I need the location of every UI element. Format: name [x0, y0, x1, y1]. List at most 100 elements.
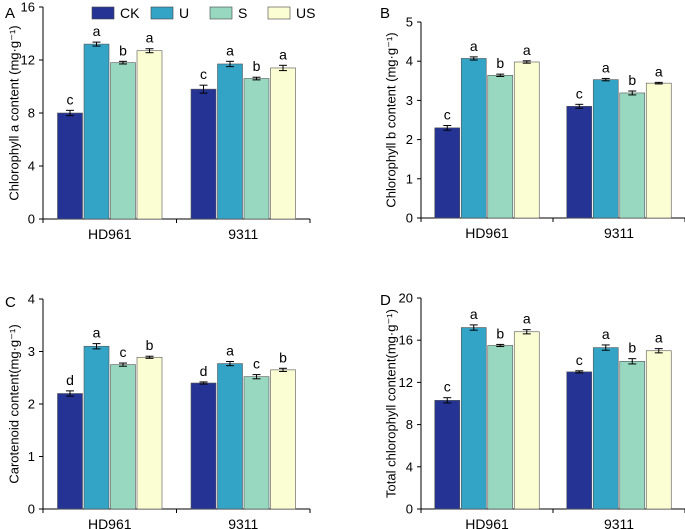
bar-ck-hd961 [434, 127, 461, 219]
bar-ck-9311 [566, 105, 593, 219]
bar-us-hd961 [136, 50, 163, 220]
legend-swatch-s [209, 6, 233, 20]
y-tick-label: 0 [406, 211, 413, 226]
y-tick-label: 16 [399, 333, 413, 348]
y-tick-label: 3 [406, 93, 413, 108]
panel-letter-c: C [5, 294, 16, 311]
bar-ck-hd961 [57, 112, 83, 220]
bar-u-9311 [217, 363, 243, 510]
legend-label-us: US [296, 5, 315, 21]
x-category-label: HD961 [465, 516, 509, 529]
chart-panel-a: A Chlorophyll a content (mg·g⁻¹) 0 4 8 12 16 HD… [5, 0, 311, 242]
significance-letter: a [93, 23, 101, 39]
bar-s-9311 [243, 376, 270, 510]
x-category-label: HD961 [465, 225, 509, 241]
significance-letter: c [444, 106, 451, 122]
significance-letter: a [470, 306, 478, 322]
significance-letter: b [496, 55, 504, 71]
significance-letter: a [655, 330, 663, 346]
significance-letter: b [146, 337, 154, 353]
significance-letter: c [120, 344, 127, 360]
bar-u-9311 [217, 63, 243, 220]
significance-letter: b [628, 340, 636, 356]
bar-s-hd961 [487, 345, 514, 510]
bar-us-9311 [270, 369, 296, 510]
bar-s-hd961 [487, 75, 514, 219]
y-tick-label: 0 [28, 502, 35, 517]
y-tick-label: 12 [21, 53, 35, 68]
y-tick-label: 4 [28, 292, 35, 307]
significance-letter: c [444, 379, 451, 395]
significance-letter: c [253, 356, 260, 372]
bar-s-9311 [619, 360, 646, 510]
bar-u-hd961 [460, 58, 487, 219]
significance-letter: b [253, 58, 261, 74]
y-axis-title: Chlorophyll a content (mg·g⁻¹) [6, 25, 21, 200]
y-tick-label: 0 [406, 502, 413, 517]
significance-letter: c [576, 352, 583, 368]
significance-letter: a [226, 342, 234, 358]
panel-letter-d: D [380, 292, 391, 309]
legend-swatch-us [267, 6, 291, 20]
y-axis-title: Total chlorophyll content(mg·g⁻¹) [383, 309, 398, 498]
y-tick-label: 8 [406, 417, 413, 432]
significance-letter: a [470, 38, 478, 54]
bar-ck-hd961 [57, 393, 83, 510]
bar-us-9311 [645, 82, 672, 219]
legend: CK U S US [91, 5, 315, 21]
significance-letter: a [523, 311, 531, 327]
significance-letter: a [602, 326, 610, 342]
significance-letter: a [93, 325, 101, 341]
y-axis-title: Chlorophyll b content (mg·g⁻¹) [383, 32, 398, 207]
legend-swatch-u [150, 6, 174, 20]
significance-letter: c [200, 66, 207, 82]
significance-letter: a [523, 42, 531, 58]
bar-ck-9311 [566, 371, 593, 510]
bar-u-9311 [592, 79, 619, 219]
bar-ck-9311 [190, 382, 217, 510]
significance-letter: b [628, 72, 636, 88]
y-tick-label: 20 [399, 291, 413, 306]
x-category-label: 9311 [228, 226, 258, 242]
bar-us-hd961 [136, 356, 163, 510]
significance-letter: a [279, 46, 287, 62]
y-tick-label: 1 [406, 171, 413, 186]
y-tick-label: 0 [28, 212, 35, 227]
bar-us-9311 [270, 67, 296, 220]
panel-letter-a: A [5, 5, 15, 22]
y-tick-label: 1 [28, 449, 35, 464]
bar-s-9311 [619, 92, 646, 219]
x-category-label: 9311 [604, 516, 634, 529]
y-tick-label: 2 [406, 132, 413, 147]
significance-letter: d [66, 372, 74, 388]
y-tick-label: 4 [28, 159, 35, 174]
legend-swatch-ck [91, 6, 115, 20]
y-tick-label: 4 [406, 459, 413, 474]
chart-panel-b: B Chlorophyll b content (mg·g⁻¹) 0 1 2 3 4 5 HD9… [380, 5, 685, 241]
bar-u-hd961 [83, 345, 110, 510]
significance-letter: a [146, 30, 154, 46]
significance-letter: b [279, 349, 287, 365]
y-tick-label: 2 [28, 397, 35, 412]
significance-letter: b [496, 325, 504, 341]
legend-label-s: S [238, 5, 247, 21]
bar-u-hd961 [83, 43, 110, 220]
significance-letter: c [576, 85, 583, 101]
panel-letter-b: B [380, 5, 390, 22]
legend-label-u: U [179, 5, 189, 21]
bar-u-hd961 [460, 327, 487, 510]
y-axis-title: Carotenoid content(mg·g⁻¹) [6, 324, 21, 483]
significance-letter: c [67, 91, 74, 107]
bar-us-hd961 [513, 331, 540, 510]
bar-ck-hd961 [434, 400, 461, 510]
y-tick-label: 8 [28, 106, 35, 121]
y-tick-label: 5 [406, 15, 413, 30]
chart-panel-c: C Carotenoid content(mg·g⁻¹) 0 1 2 3 4 HD961 d a c… [5, 292, 311, 529]
bar-us-9311 [645, 350, 672, 510]
x-category-label: 9311 [228, 516, 258, 529]
significance-letter: a [226, 42, 234, 58]
y-tick-label: 16 [21, 0, 35, 15]
